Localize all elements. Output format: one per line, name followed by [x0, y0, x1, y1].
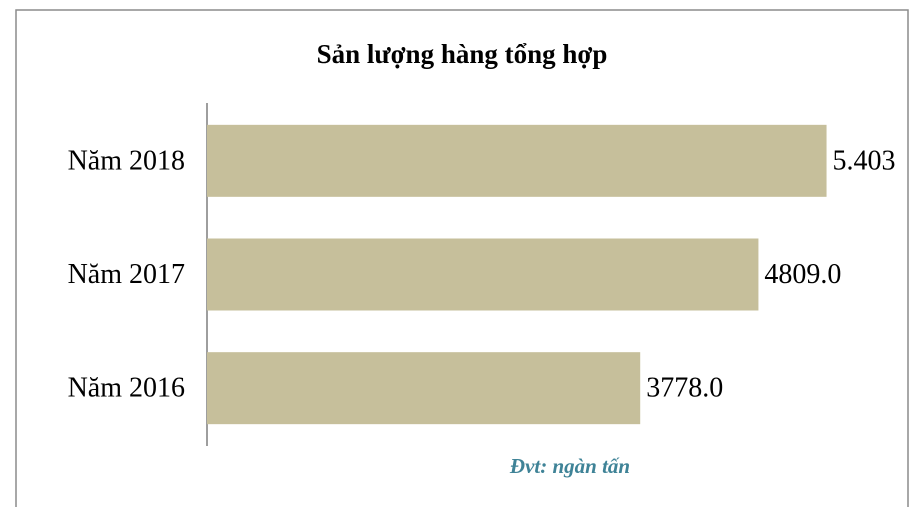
value-label: 4809.0 [764, 259, 841, 290]
category-label: Năm 2018 [68, 145, 185, 176]
chart-title: Sản lượng hàng tổng hợp [317, 39, 608, 69]
category-label: Năm 2017 [68, 259, 185, 290]
unit-note: Đvt: ngàn tấn [509, 454, 630, 478]
bar [207, 352, 641, 425]
bar [207, 124, 827, 197]
value-label: 3778.0 [646, 373, 723, 404]
category-label: Năm 2016 [68, 373, 185, 404]
value-label: 5.403 [833, 145, 896, 176]
bar [207, 238, 759, 311]
chart-border [15, 9, 909, 507]
